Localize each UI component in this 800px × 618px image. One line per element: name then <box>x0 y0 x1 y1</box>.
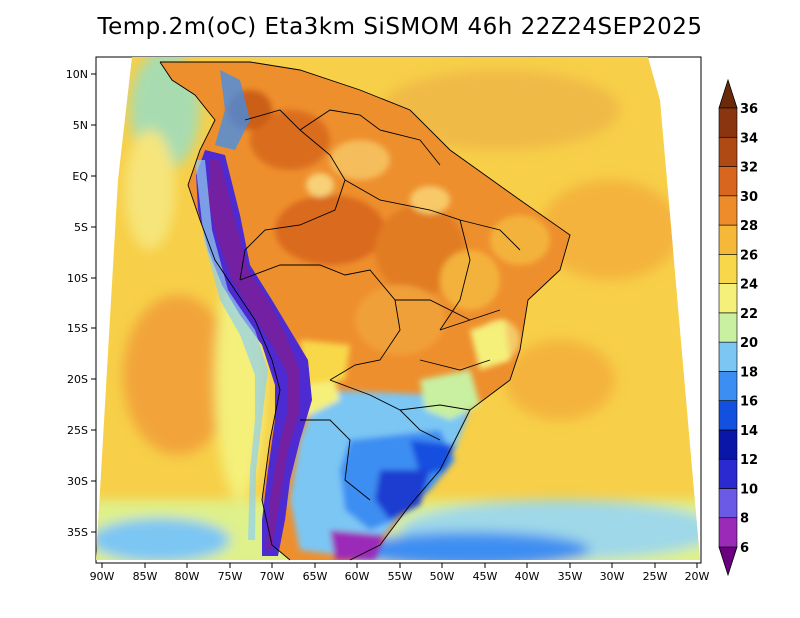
lat-label: 10N <box>66 68 88 81</box>
lon-label: 65W <box>303 570 328 583</box>
country-borders <box>159 61 571 561</box>
colorbar-level-label: 22 <box>740 307 758 322</box>
colorbar-swatch <box>718 312 738 343</box>
lon-label: 75W <box>218 570 243 583</box>
colorbar-level-label: 12 <box>740 453 758 468</box>
colorbar-level-label: 28 <box>740 219 758 234</box>
colorbar-level-label: 26 <box>740 248 758 263</box>
colorbar-level-label: 16 <box>740 395 758 410</box>
lon-label: 20W <box>685 570 710 583</box>
colorbar-level-label: 20 <box>740 336 758 351</box>
colorbar-level-label: 18 <box>740 365 758 380</box>
colorbar-swatch <box>718 283 738 314</box>
temperature-field <box>96 57 700 560</box>
lon-label: 60W <box>345 570 370 583</box>
colorbar-swatch <box>718 429 738 460</box>
colorbar-swatch <box>718 371 738 401</box>
colorbar-level-label: 34 <box>740 131 758 146</box>
lon-label: 85W <box>133 570 158 583</box>
lon-label: 70W <box>260 570 285 583</box>
colorbar-swatch <box>718 517 738 548</box>
colorbar-level-label: 6 <box>740 541 749 556</box>
colorbar: 6 8 10 12 14 16 18 20 22 24 26 28 30 32 34 36 <box>718 78 758 577</box>
lon-label: 50W <box>430 570 455 583</box>
lat-label: 35S <box>67 526 88 539</box>
lon-label: 30W <box>600 570 625 583</box>
colorbar-swatch <box>718 195 738 226</box>
colorbar-swatch <box>718 224 738 255</box>
lat-label: 25S <box>67 424 88 437</box>
colorbar-level-label: 32 <box>740 161 758 176</box>
colorbar-level-label: 10 <box>740 482 758 497</box>
lat-label: EQ <box>72 170 88 183</box>
colorbar-level-label: 14 <box>740 424 758 439</box>
colorbar-swatch <box>718 400 738 431</box>
colorbar-min-arrow <box>718 546 738 577</box>
lon-label: 90W <box>90 570 115 583</box>
map-title: Temp.2m(oC) Eta3km SiSMOM 46h 22Z24SEP20… <box>97 14 703 40</box>
lon-label: 40W <box>515 570 540 583</box>
colorbar-swatch <box>718 254 738 284</box>
colorbar-max-arrow <box>718 78 738 109</box>
lon-label: 45W <box>473 570 498 583</box>
longitude-axis: 90W 85W 80W 75W 70W 65W 60W 55W 50W 45W … <box>90 563 710 583</box>
colorbar-swatch <box>718 458 738 489</box>
colorbar-swatch <box>718 166 738 197</box>
colorbar-level-label: 36 <box>740 102 758 117</box>
colorbar-swatch <box>718 488 738 519</box>
lat-label: 15S <box>67 322 88 335</box>
lat-label: 30S <box>67 475 88 488</box>
lon-label: 55W <box>388 570 413 583</box>
lat-label: 20S <box>67 373 88 386</box>
colorbar-level-label: 8 <box>740 512 749 527</box>
lon-label: 80W <box>175 570 200 583</box>
lat-label: 5S <box>74 221 88 234</box>
lon-label: 35W <box>558 570 583 583</box>
colorbar-level-label: 24 <box>740 278 758 293</box>
latitude-axis: 10N 5N EQ 5S 10S 15S 20S 25S 30S 35S <box>66 68 96 539</box>
colorbar-swatch <box>718 341 738 372</box>
lon-label: 25W <box>643 570 668 583</box>
colorbar-level-label: 30 <box>740 190 758 205</box>
lat-label: 5N <box>73 119 88 132</box>
colorbar-swatch <box>718 107 738 138</box>
colorbar-swatch <box>718 136 738 167</box>
lat-label: 10S <box>67 272 88 285</box>
